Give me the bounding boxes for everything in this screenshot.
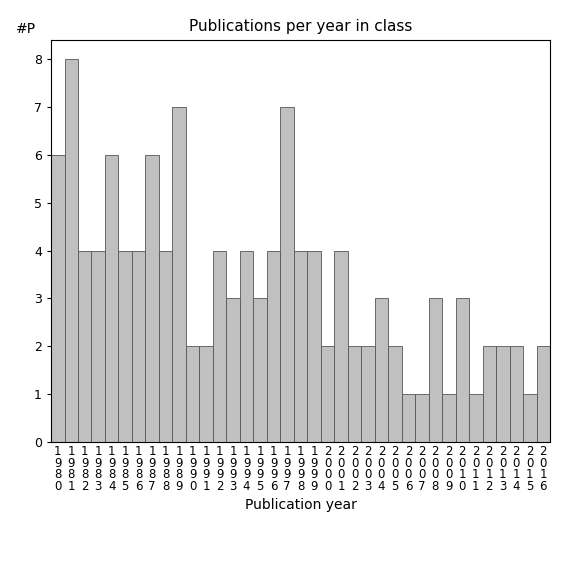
Title: Publications per year in class: Publications per year in class <box>189 19 412 35</box>
Bar <box>483 346 496 442</box>
Bar <box>456 298 469 442</box>
Bar <box>510 346 523 442</box>
Bar <box>401 394 415 442</box>
Bar <box>91 251 105 442</box>
Bar <box>334 251 348 442</box>
Bar <box>159 251 172 442</box>
Bar <box>172 107 186 442</box>
Bar <box>226 298 240 442</box>
Bar <box>78 251 91 442</box>
Bar <box>65 59 78 442</box>
Bar <box>496 346 510 442</box>
X-axis label: Publication year: Publication year <box>244 498 357 512</box>
Bar <box>119 251 132 442</box>
Bar <box>51 155 65 442</box>
Bar <box>348 346 361 442</box>
Bar <box>388 346 401 442</box>
Bar <box>200 346 213 442</box>
Bar <box>267 251 280 442</box>
Bar <box>469 394 483 442</box>
Bar <box>213 251 226 442</box>
Bar <box>375 298 388 442</box>
Bar <box>307 251 321 442</box>
Bar <box>253 298 267 442</box>
Bar <box>240 251 253 442</box>
Bar <box>294 251 307 442</box>
Text: #P: #P <box>16 22 36 36</box>
Bar <box>415 394 429 442</box>
Bar <box>280 107 294 442</box>
Bar <box>361 346 375 442</box>
Bar <box>442 394 456 442</box>
Bar <box>536 346 550 442</box>
Bar <box>105 155 119 442</box>
Bar <box>132 251 145 442</box>
Bar <box>145 155 159 442</box>
Bar <box>523 394 536 442</box>
Bar <box>186 346 200 442</box>
Bar <box>429 298 442 442</box>
Bar <box>321 346 334 442</box>
